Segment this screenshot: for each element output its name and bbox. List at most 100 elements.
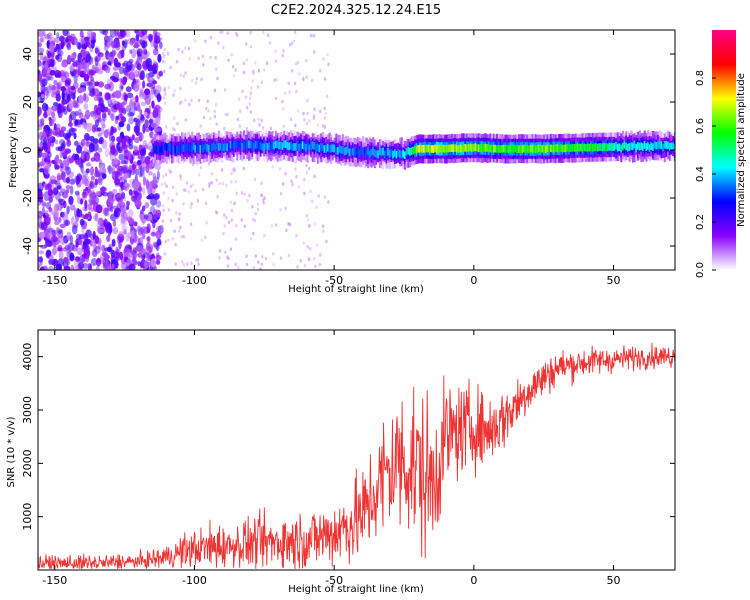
heatmap-cell [442, 144, 445, 153]
heatmap-cell [462, 144, 465, 152]
heatmap-speckle [128, 117, 135, 125]
heatmap-cell [564, 144, 568, 153]
heatmap-speckle [224, 250, 227, 255]
heatmap-speckle [41, 222, 48, 231]
heatmap-speckle [38, 262, 41, 269]
heatmap-speckle [306, 111, 309, 116]
heatmap-cell [628, 143, 631, 151]
heatmap-speckle [182, 234, 185, 239]
heatmap-speckle [256, 202, 260, 207]
heatmap-speckle [54, 190, 61, 201]
heatmap-speckle [274, 223, 278, 227]
heatmap-speckle [259, 267, 262, 270]
heatmap-speckle [77, 142, 84, 150]
heatmap-speckle [68, 122, 73, 127]
heatmap-speckle [48, 232, 54, 241]
heatmap-cell [467, 143, 470, 152]
heatmap-speckle [292, 39, 296, 44]
heatmap-cell [410, 147, 413, 155]
heatmap-speckle [189, 222, 193, 227]
heatmap-cell [668, 142, 672, 151]
heatmap-cell [372, 147, 375, 155]
heatmap-cell [618, 143, 621, 151]
heatmap-speckle [103, 92, 110, 101]
heatmap-cell [611, 143, 615, 151]
heatmap-speckle [109, 75, 116, 81]
heatmap-speckle [216, 211, 219, 215]
heatmap-cell [439, 144, 442, 153]
heatmap-speckle [114, 178, 121, 186]
heatmap-speckle [39, 51, 44, 61]
heatmap-speckle [262, 198, 265, 202]
heatmap-speckle [71, 99, 79, 108]
heatmap-speckle [89, 242, 96, 247]
heatmap-cell [412, 146, 415, 155]
heatmap-speckle [162, 51, 165, 56]
heatmap-cell [635, 144, 638, 152]
heatmap-speckle [135, 118, 141, 129]
heatmap-speckle [104, 83, 112, 90]
heatmap-speckle [148, 181, 155, 191]
heatmap-speckle [319, 68, 322, 73]
heatmap-speckle [290, 41, 294, 46]
heatmap-cell [501, 145, 504, 153]
heatmap-cell [573, 144, 576, 152]
heatmap-speckle [260, 181, 263, 185]
heatmap-speckle [299, 258, 302, 263]
heatmap-speckle [223, 213, 226, 217]
heatmap-cell [357, 147, 360, 155]
heatmap-speckle [188, 56, 192, 61]
heatmap-speckle [218, 30, 222, 35]
heatmap-speckle [58, 159, 63, 165]
heatmap-speckle [252, 231, 255, 236]
heatmap-cell [637, 142, 640, 150]
heatmap-cell [167, 142, 170, 151]
heatmap-speckle [305, 213, 308, 218]
heatmap-cell [179, 144, 182, 153]
heatmap-speckle [93, 151, 101, 162]
heatmap-speckle [179, 174, 182, 179]
heatmap-speckle [279, 256, 283, 260]
heatmap-cell [350, 148, 353, 157]
heatmap-speckle [127, 111, 134, 118]
heatmap-cell [308, 144, 311, 153]
heatmap-speckle [51, 159, 57, 164]
heatmap-speckle [94, 56, 99, 67]
snr-ylabel: SNR (10 * v/v) [6, 416, 17, 487]
heatmap-speckle [306, 98, 309, 103]
heatmap-cell [383, 150, 387, 159]
x-tick-label: -50 [325, 274, 343, 287]
heatmap-speckle [218, 181, 221, 186]
heatmap-speckle [322, 229, 325, 234]
heatmap-speckle [163, 101, 167, 106]
heatmap-speckle [70, 216, 75, 226]
heatmap-speckle [48, 36, 56, 45]
heatmap-speckle [93, 245, 101, 254]
heatmap-speckle [139, 72, 143, 81]
heatmap-cell [643, 140, 646, 149]
heatmap-cell [528, 145, 531, 154]
heatmap-speckle [94, 126, 99, 133]
heatmap-speckle [104, 207, 109, 216]
y-tick-label: -20 [21, 189, 34, 207]
heatmap-speckle [85, 162, 92, 167]
heatmap-speckle [316, 123, 320, 127]
heatmap-speckle [114, 76, 120, 82]
snr-line [38, 342, 675, 570]
heatmap-cell [553, 144, 556, 153]
heatmap-speckle [139, 228, 145, 234]
heatmap-speckle [153, 32, 158, 42]
heatmap-speckle [223, 224, 226, 228]
heatmap-speckle [38, 191, 44, 199]
heatmap-speckle [64, 71, 70, 79]
heatmap-speckle [229, 247, 233, 251]
heatmap-speckle [163, 88, 166, 93]
heatmap-speckle [145, 73, 150, 79]
heatmap-speckle [125, 61, 133, 71]
heatmap-cell [568, 144, 571, 152]
heatmap-cell [382, 147, 385, 156]
heatmap-speckle [148, 152, 153, 160]
heatmap-cell [670, 142, 673, 151]
heatmap-speckle [252, 69, 255, 74]
heatmap-cell [574, 144, 578, 152]
